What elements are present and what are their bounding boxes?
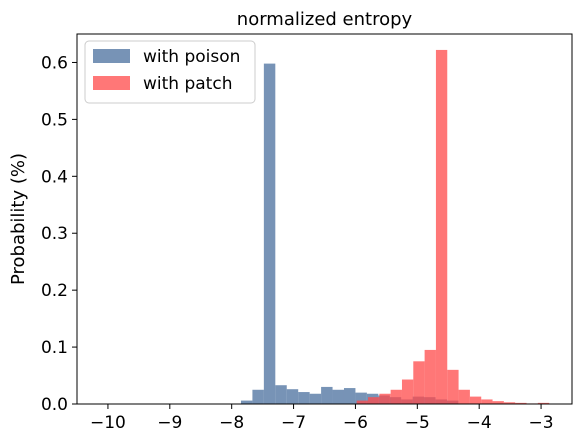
bar-series-0-bin-17 xyxy=(275,385,287,404)
legend: with poison with patch xyxy=(84,40,256,104)
bar-series-1-bin-2 xyxy=(379,393,391,404)
bar-series-1-bin-10 xyxy=(469,396,482,404)
bar-series-0-bin-21 xyxy=(321,386,333,404)
bar-series-1-bin-0 xyxy=(356,400,368,404)
bar-series-1-bin-1 xyxy=(368,397,380,404)
bar-series-0-bin-19 xyxy=(298,392,310,404)
bar-series-0-bin-22 xyxy=(332,389,344,404)
legend-swatch-1 xyxy=(93,76,130,90)
bar-series-1-bin-8 xyxy=(447,369,459,404)
y-tick-label: 0.2 xyxy=(41,281,68,301)
plot-frame xyxy=(76,33,573,405)
bar-series-0-bin-18 xyxy=(286,389,299,404)
x-tick-label: −5 xyxy=(405,413,430,433)
y-tick-label: 0.3 xyxy=(41,224,68,244)
x-tick-label: −9 xyxy=(157,413,182,433)
legend-label-1: with patch xyxy=(143,74,232,94)
bar-series-1-bin-11 xyxy=(481,399,493,404)
legend-label-0: with poison xyxy=(143,47,240,67)
bar-series-1-bin-7 xyxy=(435,49,448,404)
bar-series-0-bin-20 xyxy=(309,393,322,404)
bar-series-1-bin-5 xyxy=(413,361,425,404)
y-tick-label: 0.1 xyxy=(41,338,68,358)
bar-series-1-bin-13 xyxy=(503,402,516,404)
bars-group xyxy=(240,49,550,404)
bar-series-1-bin-14 xyxy=(515,402,527,404)
x-tick-label: −7 xyxy=(281,413,306,433)
bar-series-1-bin-12 xyxy=(492,401,504,404)
bar-series-1-bin-9 xyxy=(458,389,470,404)
bar-series-0-bin-14 xyxy=(240,400,253,404)
bar-series-0-bin-23 xyxy=(343,388,356,404)
x-tick-label: −3 xyxy=(529,413,554,433)
chart-title: normalized entropy xyxy=(237,9,413,30)
x-tick-label: −4 xyxy=(467,413,492,433)
legend-swatch-0 xyxy=(93,49,130,63)
bar-series-0-bin-15 xyxy=(252,389,264,404)
y-tick-label: 0.4 xyxy=(41,167,68,187)
x-tick-label: −6 xyxy=(343,413,368,433)
bar-series-0-bin-24 xyxy=(355,392,367,404)
y-tick-label: 0.5 xyxy=(41,110,68,130)
bar-series-1-bin-3 xyxy=(390,389,402,404)
bar-series-1-bin-6 xyxy=(424,349,436,404)
y-tick-label: 0.6 xyxy=(41,53,68,73)
x-tick-label: −10 xyxy=(90,413,126,433)
bar-series-0-bin-16 xyxy=(263,63,276,404)
bar-series-1-bin-16 xyxy=(537,402,550,404)
bar-series-1-bin-4 xyxy=(401,379,414,404)
x-axis: −10 −9 −8 −7 −6 −5 −4 −3 xyxy=(90,404,554,433)
y-axis: 0.0 0.1 0.2 0.3 0.4 0.5 0.6 xyxy=(41,53,77,415)
x-tick-label: −8 xyxy=(219,413,244,433)
y-tick-label: 0.0 xyxy=(41,395,68,415)
y-axis-label: Probability (%) xyxy=(8,153,29,285)
